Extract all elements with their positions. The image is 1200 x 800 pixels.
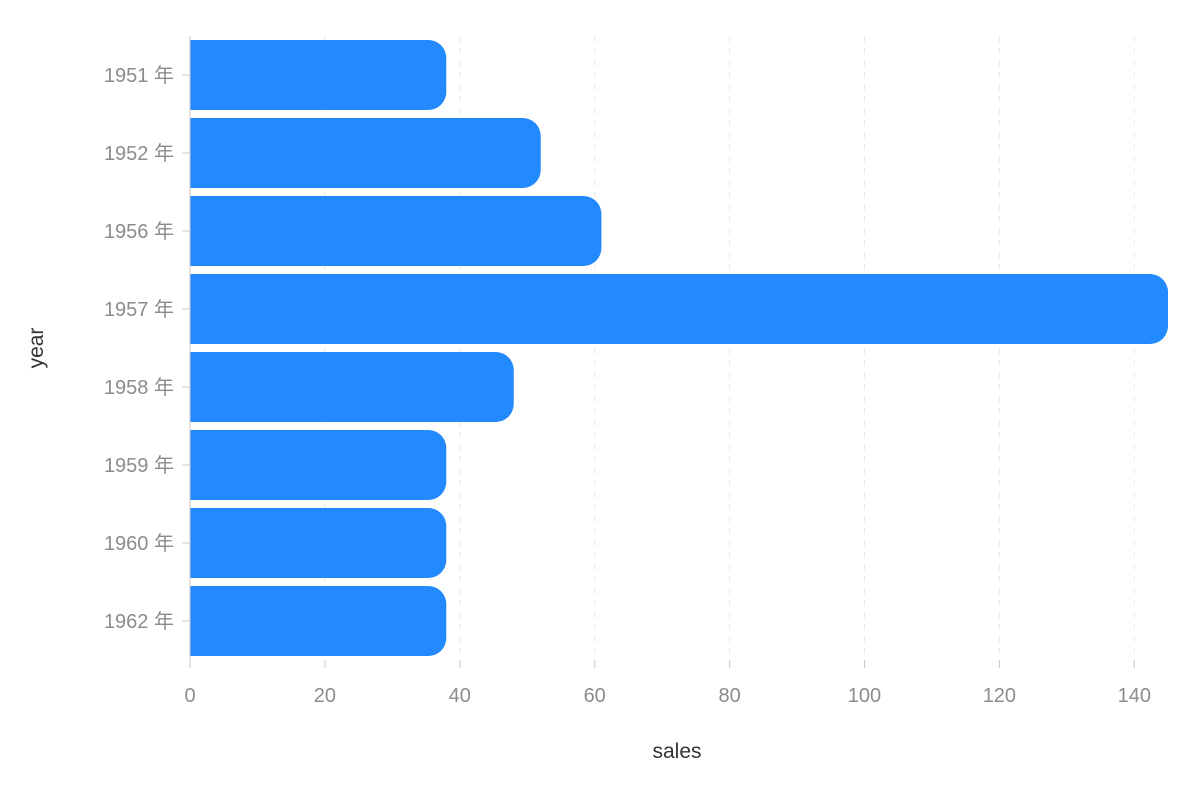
- y-tick-label: 1956 年: [104, 220, 174, 243]
- x-tick-label: 120: [983, 685, 1016, 707]
- x-tick-label: 0: [184, 685, 195, 707]
- y-axis-title: year: [25, 328, 48, 369]
- bars: [190, 40, 1168, 656]
- y-tick-label: 1952 年: [104, 142, 174, 165]
- bar: [190, 274, 1168, 344]
- x-tick-label: 20: [314, 685, 336, 707]
- bar: [190, 352, 514, 422]
- x-tick-label: 40: [449, 685, 471, 707]
- gridlines: [324, 36, 1135, 660]
- x-tick-label: 140: [1118, 685, 1151, 707]
- y-tick-label: 1958 年: [104, 376, 174, 399]
- x-axis: 0 20 40 60 80 100 120 140: [184, 660, 1151, 707]
- x-tick-label: 100: [848, 685, 881, 707]
- y-tick-label: 1962 年: [104, 610, 174, 633]
- y-tick-label: 1960 年: [104, 532, 174, 555]
- x-tick-label: 80: [718, 685, 740, 707]
- bar: [190, 430, 447, 500]
- y-tick-label: 1951 年: [104, 64, 174, 87]
- bar: [190, 118, 541, 188]
- y-tick-label: 1959 年: [104, 454, 174, 477]
- x-axis-title: sales: [652, 740, 701, 763]
- bar: [190, 508, 447, 578]
- bar: [190, 196, 602, 266]
- bar: [190, 586, 447, 656]
- bar: [190, 40, 447, 110]
- x-tick-label: 60: [584, 685, 606, 707]
- y-tick-label: 1957 年: [104, 298, 174, 321]
- y-axis: 1951 年 1952 年 1956 年 1957 年 1958 年 1959 年 1960…: [104, 36, 191, 660]
